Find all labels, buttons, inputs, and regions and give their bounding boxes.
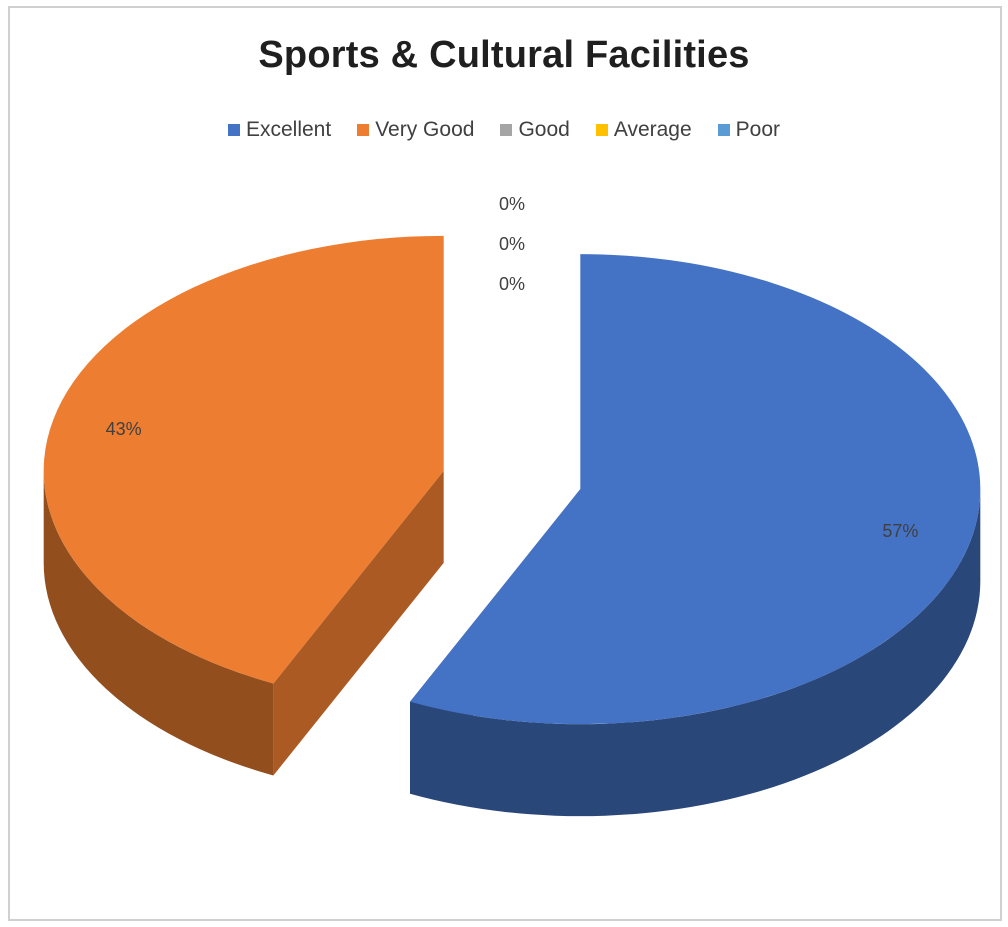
pie-data-labels: 57% 43% 0% 0% 0% [106, 194, 919, 541]
legend-item-very-good: Very Good [357, 118, 474, 142]
legend-swatch-excellent [227, 124, 240, 136]
legend-item-good: Good [500, 118, 570, 142]
chart-title: Sports & Cultural Facilities [258, 34, 750, 76]
legend-item-excellent: Excellent [227, 118, 332, 142]
legend-label-excellent: Excellent [245, 118, 332, 141]
data-label-average: 0% [499, 234, 525, 254]
data-label-excellent: 57% [882, 521, 918, 541]
data-label-good: 0% [499, 194, 525, 214]
legend-swatch-very-good [357, 124, 370, 136]
slice-top-very-good [43, 235, 444, 684]
legend: Excellent Very Good Good Average Poor [0, 118, 1008, 142]
slice-excellent [410, 254, 981, 817]
legend-swatch-poor [717, 124, 730, 136]
slice-very-good [43, 235, 444, 776]
legend-label-poor: Poor [735, 118, 781, 141]
legend-label-average: Average [613, 118, 692, 141]
legend-item-average: Average [595, 118, 692, 142]
legend-item-poor: Poor [717, 118, 781, 142]
legend-label-very-good: Very Good [375, 118, 475, 141]
slice-face-very-good-0 [273, 470, 444, 776]
slice-side-excellent [410, 489, 981, 817]
data-label-very-good: 43% [106, 419, 142, 439]
legend-swatch-average [595, 124, 608, 136]
slice-top-excellent [410, 254, 981, 725]
legend-label-good: Good [518, 118, 570, 141]
pie-slices [43, 235, 981, 817]
data-label-poor: 0% [499, 274, 525, 294]
slice-side-very-good [43, 470, 274, 776]
legend-swatch-good [500, 124, 513, 136]
